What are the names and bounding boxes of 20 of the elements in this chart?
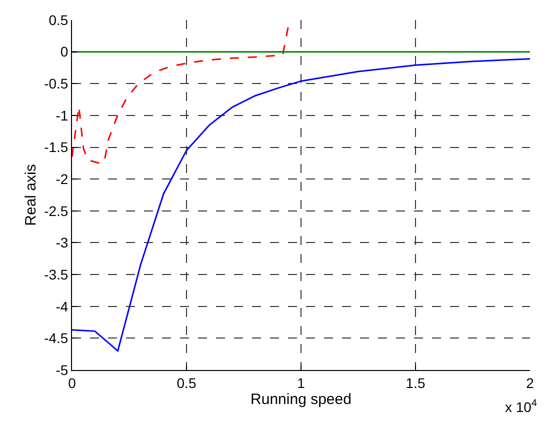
- y-tick-label: -1: [56, 107, 68, 124]
- y-axis-title: Real axis: [22, 164, 40, 226]
- x-tick-label: 1.5: [406, 374, 426, 391]
- y-tick-label: -5: [56, 362, 68, 378]
- y-tick-label: -2: [56, 170, 68, 187]
- y-tick-label: 0.5: [48, 12, 68, 28]
- y-tick-label: -4: [56, 298, 68, 314]
- y-tick-label: -3: [56, 234, 68, 251]
- x-tick-label: 0.5: [176, 374, 196, 391]
- x-tick-label: 2: [526, 374, 534, 391]
- y-tick-label: -3.5: [44, 266, 68, 282]
- y-tick-label: -0.5: [44, 76, 68, 92]
- x-axis-title: Running speed: [250, 390, 352, 408]
- x-tick-label: 1: [297, 374, 306, 391]
- y-tick-label: -2.5: [44, 202, 68, 219]
- y-tick-label: -1.5: [44, 139, 68, 156]
- y-tick-label: 0: [60, 44, 68, 60]
- y-tick-label: -4.5: [44, 330, 68, 346]
- text: x 10$^{4}$: [505, 398, 538, 415]
- line-series: [72, 58, 530, 352]
